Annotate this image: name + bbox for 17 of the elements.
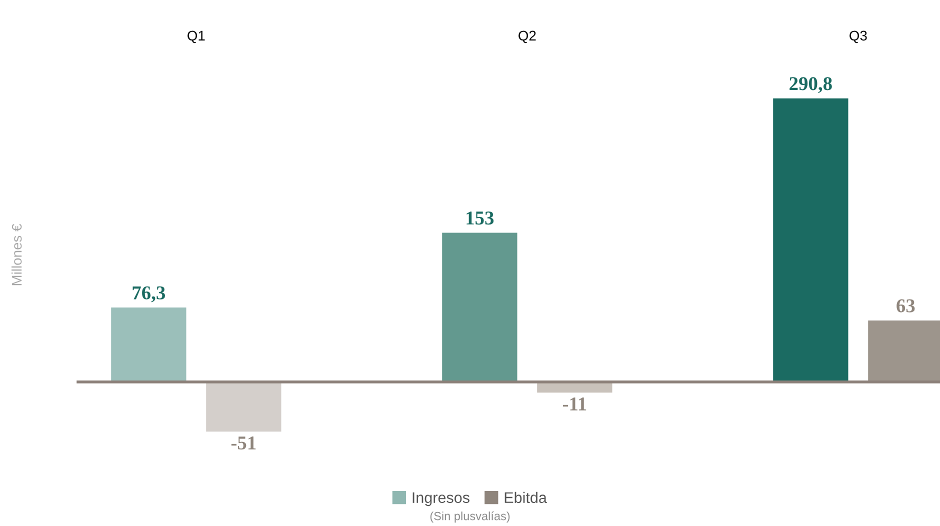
- x-tick-label: Q3: [850, 30, 867, 44]
- legend-label: Ingresos: [412, 492, 470, 506]
- legend-label: Ebitda: [504, 492, 547, 504]
- data-label: -51: [231, 436, 256, 450]
- bar: [442, 232, 518, 382]
- bar: [773, 98, 848, 382]
- text: (Sin plusvalías): [430, 511, 510, 523]
- data-label: 153: [466, 212, 494, 225]
- data-label: 290,8: [790, 77, 832, 94]
- bar: [111, 308, 186, 382]
- bar: [206, 382, 282, 432]
- x-tick-label: Q2: [518, 30, 536, 44]
- x-tick-label: Q1: [188, 30, 205, 44]
- y-axis-title: Millones €: [12, 224, 22, 286]
- data-label: -11: [562, 397, 586, 410]
- data-label: 63: [896, 299, 915, 312]
- data-label: 76,3: [132, 286, 166, 302]
